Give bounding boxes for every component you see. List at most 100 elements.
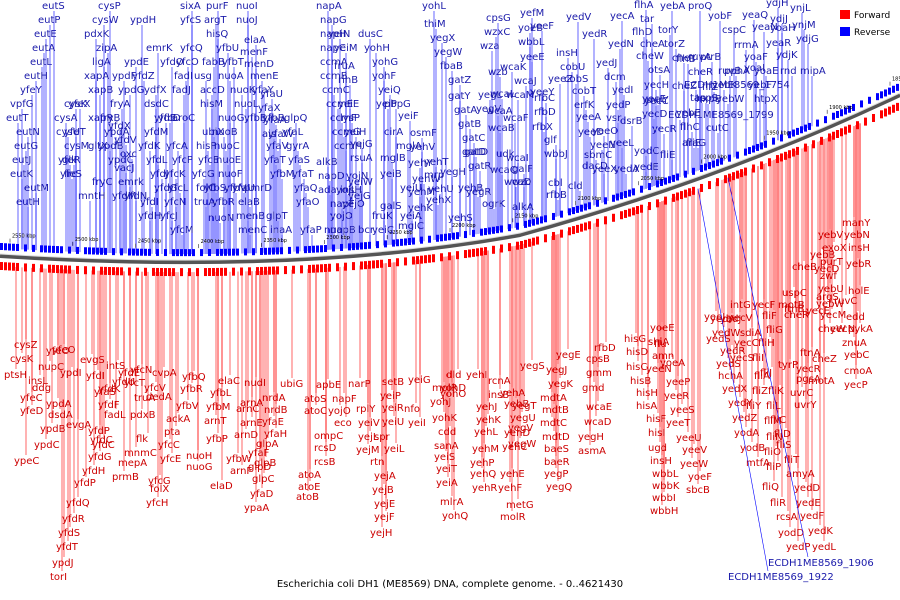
forward-gene-arrow bbox=[76, 265, 79, 274]
gene-label-forward: yfdC bbox=[92, 440, 115, 451]
gene-label-reverse: nuoN bbox=[208, 213, 234, 224]
reverse-gene-arrow bbox=[736, 151, 739, 159]
reverse-gene-arrow bbox=[404, 238, 407, 246]
kbp-tick-label: 2550 kbp bbox=[12, 234, 36, 240]
reverse-gene-arrow bbox=[128, 248, 131, 256]
gene-label-forward: yedK bbox=[808, 526, 833, 537]
gene-label-forward: ompC bbox=[314, 431, 343, 442]
gene-label-reverse: yfbS bbox=[204, 183, 226, 194]
gene-label-forward: elaD bbox=[210, 481, 233, 492]
gene-label-forward: pykA bbox=[848, 324, 873, 335]
forward-gene-arrow bbox=[284, 266, 287, 275]
reverse-gene-arrow bbox=[92, 247, 95, 255]
gene-label-forward: ftnA bbox=[800, 348, 821, 359]
forward-gene-arrow bbox=[164, 268, 167, 277]
gene-label-forward: arnF bbox=[230, 466, 252, 477]
forward-gene-arrow bbox=[456, 251, 459, 260]
gene-label-reverse: yeiU bbox=[400, 183, 422, 194]
forward-gene-arrow bbox=[264, 266, 267, 275]
forward-gene-arrow bbox=[604, 216, 607, 225]
reverse-gene-arrow bbox=[76, 246, 79, 254]
kbp-tick-label: 2000 kbp bbox=[703, 154, 727, 160]
gene-label-reverse: emrk bbox=[118, 177, 144, 188]
gene-label-forward: yedA bbox=[710, 314, 735, 325]
legend-reverse-swatch bbox=[840, 27, 850, 36]
reverse-gene-arrow bbox=[576, 205, 579, 213]
gene-label-reverse: usg bbox=[194, 71, 212, 82]
gene-label-forward: dld bbox=[446, 370, 461, 381]
reverse-gene-arrow bbox=[392, 239, 395, 247]
forward-gene-arrow bbox=[8, 262, 11, 271]
forward-gene-arrow bbox=[404, 257, 407, 266]
reverse-gene-arrow bbox=[664, 177, 667, 185]
gene-label-forward: yecE bbox=[806, 306, 830, 317]
gene-label-reverse: yedP bbox=[606, 100, 630, 111]
forward-gene-arrow bbox=[568, 227, 571, 236]
forward-gene-arrow bbox=[196, 268, 199, 277]
gene-label-forward: yeiG bbox=[408, 375, 431, 386]
gene-label-forward: hchA bbox=[718, 371, 743, 382]
reverse-gene-arrow bbox=[144, 248, 147, 256]
gene-label-reverse: glpQ bbox=[284, 113, 307, 124]
gene-label-forward: fliL bbox=[766, 401, 781, 412]
reverse-gene-arrow bbox=[560, 210, 563, 218]
gene-label-forward: yedZ bbox=[732, 413, 757, 424]
gene-label-reverse: yfaU bbox=[260, 89, 283, 100]
forward-gene-arrow bbox=[796, 146, 799, 155]
reverse-gene-arrow bbox=[588, 202, 591, 210]
forward-gene-arrow bbox=[684, 189, 687, 198]
forward-gene-arrow bbox=[844, 126, 847, 135]
gene-label-forward: yecP bbox=[844, 380, 868, 391]
gene-label-forward: mdtA bbox=[540, 393, 567, 404]
reverse-gene-arrow bbox=[672, 174, 675, 182]
reverse-gene-arrow bbox=[840, 109, 843, 117]
reverse-gene-arrow bbox=[676, 173, 679, 181]
gene-label-forward: nrdA bbox=[262, 393, 286, 404]
gene-label-reverse: accD bbox=[200, 85, 225, 96]
gene-label-reverse: ccmB bbox=[320, 71, 348, 82]
gene-label-reverse: eutN bbox=[16, 127, 40, 138]
gene-label-forward: ftnB bbox=[784, 304, 805, 315]
forward-gene-arrow bbox=[216, 267, 219, 276]
forward-gene-arrow bbox=[700, 183, 703, 192]
reverse-gene-arrow bbox=[296, 246, 299, 254]
kbp-tick-label: 2200 kbp bbox=[452, 223, 476, 229]
gene-label-forward: yfeO bbox=[52, 345, 76, 356]
reverse-gene-arrow bbox=[492, 226, 495, 234]
forward-gene-arrow bbox=[728, 173, 731, 182]
gene-label-reverse: nuoB bbox=[212, 127, 238, 138]
gene-label-reverse: yfdO bbox=[160, 57, 184, 68]
reverse-gene-arrows bbox=[0, 83, 899, 257]
locus-callout-label: ECDH1ME8569_1906 bbox=[768, 558, 874, 569]
reverse-gene-arrow bbox=[684, 170, 687, 178]
gene-label-reverse: yejG bbox=[350, 139, 373, 150]
gene-label-forward: yehI bbox=[466, 370, 487, 381]
locus-callout-label: ECDH1ME8569_1922 bbox=[728, 572, 834, 583]
forward-gene-arrow bbox=[84, 266, 87, 275]
gene-label-forward: ypaA bbox=[244, 503, 269, 514]
legend-forward-label: Forward bbox=[854, 11, 890, 21]
reverse-gene-arrow bbox=[704, 163, 707, 171]
reverse-gene-arrow bbox=[68, 246, 71, 254]
forward-gene-arrow bbox=[300, 265, 303, 274]
gene-label-forward: yehJ bbox=[476, 402, 497, 413]
reverse-gene-arrow bbox=[456, 232, 459, 240]
reverse-gene-arrow bbox=[656, 180, 659, 188]
gene-label-reverse: ccmH bbox=[334, 141, 362, 152]
gene-label-reverse: napF bbox=[330, 199, 355, 210]
gene-label-reverse: rfbB bbox=[546, 190, 567, 201]
gene-label-reverse: emrK bbox=[146, 43, 173, 54]
gene-label-reverse: flhA bbox=[634, 0, 654, 11]
forward-gene-arrow bbox=[212, 267, 215, 276]
gene-label-reverse: insH bbox=[556, 48, 578, 59]
gene-label-reverse: araG bbox=[682, 138, 706, 149]
gene-label-forward: nupC bbox=[38, 362, 64, 373]
gene-label-forward: ypdB bbox=[40, 424, 66, 435]
gene-label-reverse: yehX bbox=[426, 195, 451, 206]
reverse-gene-arrow bbox=[488, 227, 491, 235]
gene-label-forward: motA bbox=[808, 376, 835, 387]
reverse-gene-arrow bbox=[804, 124, 807, 132]
gene-label-reverse: rsuA bbox=[350, 153, 373, 164]
forward-gene-arrow bbox=[500, 244, 503, 253]
